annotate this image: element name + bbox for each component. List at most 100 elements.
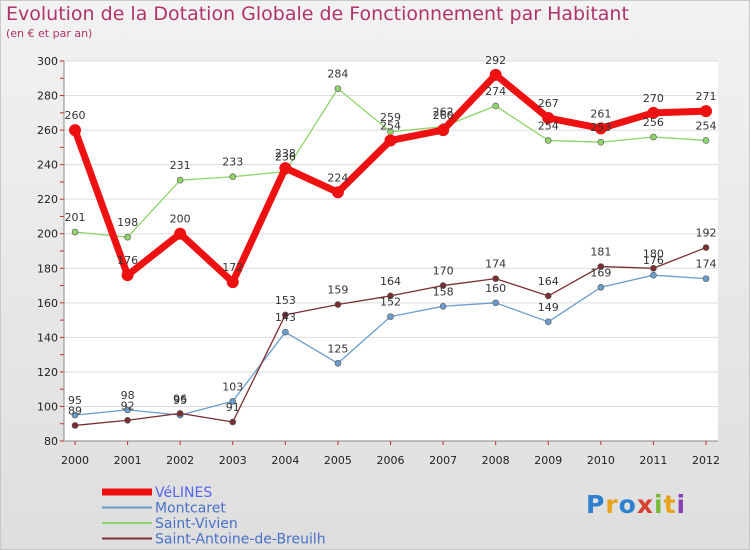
x-tick-label: 2011 (639, 454, 667, 467)
data-label: 158 (433, 285, 454, 298)
data-point (542, 112, 555, 124)
x-tick-label: 2003 (219, 454, 247, 467)
y-tick-label: 180 (37, 262, 58, 275)
data-point (334, 301, 342, 308)
data-label: 98 (121, 389, 135, 402)
x-tick-label: 2012 (692, 454, 720, 467)
chart-title: Evolution de la Dotation Globale de Fonc… (6, 3, 629, 25)
data-label: 176 (117, 254, 138, 267)
data-label: 236 (275, 151, 296, 164)
y-tick-label: 80 (44, 435, 58, 448)
logo-letter: o (618, 490, 637, 519)
data-label: 198 (117, 216, 138, 229)
data-point (702, 137, 710, 144)
x-tick-label: 2010 (587, 454, 615, 467)
legend-entry: Saint-Vivien (155, 516, 238, 532)
data-label: 159 (327, 284, 348, 297)
x-tick-label: 2008 (482, 454, 510, 467)
data-point (544, 137, 552, 144)
data-label: 238 (275, 147, 296, 160)
data-point (282, 328, 289, 336)
data-point (176, 410, 184, 417)
chart-subtitle: (en € et par an) (6, 27, 93, 40)
data-point (334, 359, 342, 367)
x-tick-label: 2005 (324, 454, 352, 467)
logo-letter: x (636, 490, 654, 519)
data-point (124, 416, 131, 424)
data-label: 270 (643, 92, 664, 105)
y-tick-label: 280 (37, 90, 58, 103)
data-point (650, 264, 657, 272)
y-tick-label: 140 (37, 331, 58, 344)
data-label: 152 (380, 296, 401, 309)
data-label: 256 (643, 116, 664, 129)
data-point (492, 299, 499, 307)
x-tick-label: 2002 (166, 454, 194, 467)
data-point (124, 233, 131, 241)
data-point (121, 269, 134, 282)
data-point (229, 173, 237, 181)
data-label: 181 (590, 246, 611, 259)
data-point (331, 186, 344, 199)
data-point (174, 227, 187, 240)
data-point (702, 244, 710, 251)
data-label: 164 (380, 275, 401, 288)
data-label: 233 (222, 156, 243, 169)
legend-entry: VéLINES (155, 485, 212, 501)
data-point (650, 133, 657, 141)
data-point (71, 411, 79, 419)
data-label: 95 (68, 394, 82, 407)
y-tick-label: 120 (37, 366, 58, 379)
data-label: 164 (538, 275, 559, 288)
data-point (492, 275, 499, 282)
data-label: 274 (485, 85, 506, 98)
y-tick-label: 100 (37, 400, 58, 413)
data-point (229, 397, 237, 405)
y-tick-label: 220 (37, 193, 58, 206)
data-point (597, 138, 605, 146)
data-point (439, 282, 447, 289)
data-label: 92 (121, 399, 135, 412)
data-point (650, 271, 657, 279)
data-point (71, 422, 79, 429)
data-label: 259 (380, 111, 401, 124)
data-point (387, 292, 394, 300)
legend-entry: Saint-Antoine-de-Breuilh (155, 532, 326, 548)
data-point (489, 68, 502, 81)
data-point (544, 292, 552, 300)
data-label: 91 (226, 401, 240, 414)
data-label: 260 (433, 109, 454, 122)
data-label: 261 (590, 107, 611, 120)
y-tick-label: 260 (37, 124, 58, 137)
data-point (437, 124, 450, 137)
data-point (282, 311, 289, 319)
data-point (702, 275, 710, 282)
data-point (69, 124, 81, 137)
data-point (384, 134, 397, 147)
data-label: 89 (68, 404, 82, 417)
data-point (700, 105, 712, 118)
proxiti-logo: Proxiti (586, 490, 686, 519)
y-tick-label: 200 (37, 228, 58, 241)
data-label: 143 (275, 311, 296, 324)
data-point (387, 313, 394, 320)
data-label: 103 (222, 380, 243, 393)
data-point (647, 106, 660, 119)
y-tick-label: 240 (37, 159, 58, 172)
x-tick-label: 2000 (61, 454, 89, 467)
data-label: 254 (538, 119, 559, 132)
data-label: 95 (173, 394, 187, 407)
logo-letter: P (586, 490, 606, 519)
data-point (176, 176, 184, 184)
data-label: 284 (327, 68, 348, 81)
data-point (279, 162, 292, 175)
data-point (71, 228, 79, 236)
data-label: 201 (65, 211, 86, 224)
logo-letter: i (676, 490, 687, 519)
data-label: 200 (170, 213, 191, 226)
data-label: 172 (222, 261, 243, 274)
x-tick-label: 2004 (271, 454, 299, 467)
data-label: 271 (696, 90, 717, 103)
data-label: 192 (696, 227, 717, 240)
data-label: 231 (170, 159, 191, 172)
